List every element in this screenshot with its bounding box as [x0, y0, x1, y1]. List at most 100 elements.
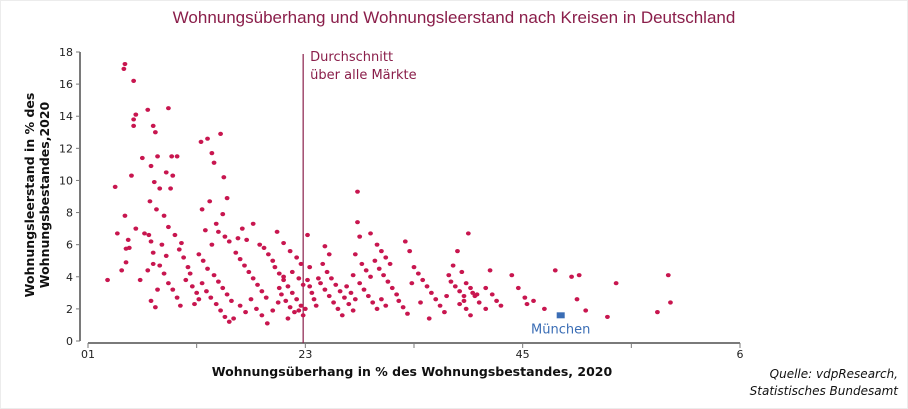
highlight-label: München [531, 322, 590, 337]
data-point [509, 273, 515, 278]
data-point [170, 287, 176, 292]
data-point [129, 173, 134, 178]
data-point [296, 276, 302, 281]
data-point [335, 306, 341, 311]
data-point [196, 297, 202, 302]
data-point [189, 284, 195, 289]
y-axis-title-line-2: Wohnungsbestandes,2020 [37, 101, 52, 288]
data-point [123, 260, 129, 265]
data-point [483, 285, 489, 291]
data-point [320, 261, 326, 267]
data-point [222, 314, 228, 320]
y-tick-label: 18 [59, 46, 73, 59]
data-point [352, 252, 358, 257]
data-point [569, 274, 574, 279]
data-point [250, 221, 256, 226]
data-point [613, 281, 619, 286]
data-point [150, 250, 156, 255]
data-point [202, 228, 208, 233]
y-tick-label: 8 [66, 207, 73, 220]
data-point [394, 292, 400, 297]
data-point [461, 298, 467, 303]
data-point [383, 255, 389, 260]
data-point [489, 292, 495, 297]
data-point [166, 281, 171, 286]
data-point [444, 293, 449, 299]
data-point [213, 301, 219, 307]
data-point [331, 300, 336, 305]
data-point [363, 268, 369, 273]
data-point [125, 237, 131, 242]
y-axis-title: Wohnungsleerstand in % des Wohnungsbesta… [22, 93, 52, 298]
data-point [177, 303, 183, 308]
data-point [155, 287, 160, 292]
data-point [224, 292, 230, 297]
data-point [370, 300, 376, 305]
data-point [292, 310, 297, 315]
y-axis: 0 2 4 6 8 10 12 14 16 18 [59, 46, 81, 348]
data-point [372, 258, 378, 263]
data-point [205, 266, 210, 271]
data-point [226, 319, 232, 324]
average-line-label: über alle Märkte [310, 68, 416, 83]
data-point [170, 173, 176, 178]
data-point [552, 268, 558, 273]
data-point [298, 303, 304, 308]
y-tick-label: 0 [66, 335, 73, 348]
data-point [542, 306, 547, 311]
data-point [463, 306, 469, 311]
data-point [287, 248, 293, 254]
data-point [263, 295, 269, 300]
data-point [487, 268, 493, 273]
data-point [246, 269, 252, 275]
data-point [122, 213, 128, 218]
data-point [361, 287, 367, 292]
data-point [187, 271, 193, 276]
data-point [470, 290, 476, 295]
data-point [385, 279, 391, 284]
data-point [281, 274, 286, 279]
data-point [355, 189, 360, 194]
data-point [220, 212, 226, 217]
data-point [272, 265, 278, 270]
data-point [152, 305, 158, 310]
data-point [172, 232, 178, 238]
data-point [199, 281, 205, 286]
data-point [181, 255, 187, 260]
data-point [379, 248, 384, 254]
data-point [448, 279, 454, 284]
data-point [194, 290, 200, 295]
x-tick-label: 23 [298, 348, 312, 361]
data-point [368, 274, 373, 279]
data-point [307, 284, 313, 289]
data-point [357, 281, 363, 286]
data-point [296, 308, 302, 313]
data-point [455, 248, 460, 254]
data-point [166, 106, 171, 111]
data-point [531, 298, 536, 303]
data-point [326, 252, 332, 257]
data-point [105, 277, 110, 283]
data-point [224, 196, 230, 201]
data-point [352, 297, 358, 302]
y-tick-label: 14 [59, 110, 73, 123]
data-point [457, 289, 463, 294]
data-point [668, 300, 673, 305]
data-point [376, 266, 382, 271]
data-point [259, 289, 265, 294]
data-point [309, 290, 315, 295]
data-point [114, 231, 120, 236]
data-point [233, 250, 239, 255]
data-point [329, 276, 334, 281]
data-point [515, 285, 521, 291]
data-point [374, 306, 380, 311]
data-point [346, 301, 352, 307]
x-tick-label: 01 [81, 348, 95, 361]
data-point [157, 263, 163, 268]
data-point [196, 252, 202, 257]
data-point [146, 232, 152, 238]
source-line-2: Statistisches Bundesamt [749, 384, 898, 398]
data-point [257, 242, 263, 247]
data-point [205, 136, 210, 141]
data-point [605, 314, 610, 320]
